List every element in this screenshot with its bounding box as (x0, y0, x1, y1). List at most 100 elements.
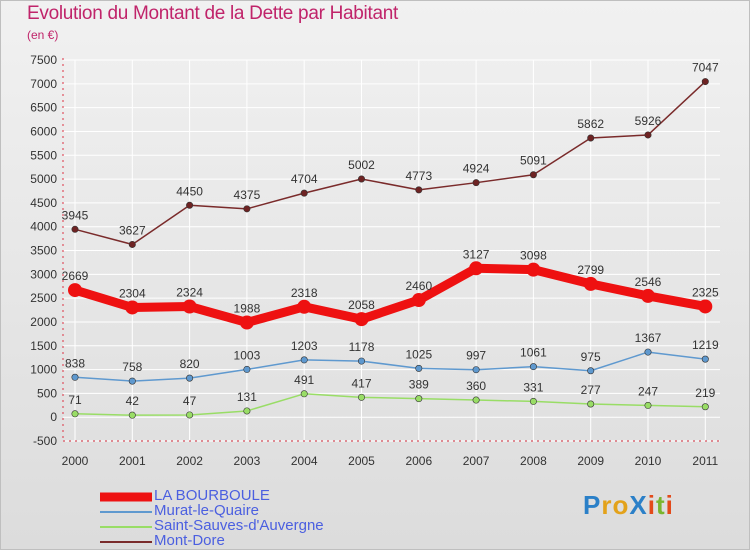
x-tick-label: 2006 (405, 454, 432, 468)
data-label: 758 (122, 360, 142, 374)
data-label: 1061 (520, 346, 547, 360)
legend-swatch (100, 511, 152, 513)
data-label: 47 (183, 394, 197, 408)
data-label: 4924 (463, 162, 490, 176)
data-point (583, 276, 598, 291)
data-point (472, 179, 480, 187)
data-point (415, 186, 423, 194)
data-point (128, 377, 136, 385)
logo-letter: i (647, 490, 656, 520)
logo-letter: X (629, 490, 648, 520)
data-point (300, 356, 308, 364)
data-point (641, 288, 655, 303)
y-tick-label: 3000 (30, 267, 57, 281)
data-point (644, 131, 652, 139)
data-point (701, 403, 709, 411)
series-line (73, 263, 707, 328)
data-label: 71 (68, 393, 82, 407)
data-label: 1025 (405, 347, 432, 361)
legend-label: Saint-Sauves-d'Auvergne (154, 517, 324, 534)
series-saint-sauves-d-auvergne: 71 42 47 131 491 417 389 360 331 277 247 219 (68, 373, 716, 419)
x-tick-label: 2001 (119, 454, 146, 468)
series-line (74, 351, 706, 382)
data-point (469, 261, 484, 276)
data-label: 389 (409, 378, 429, 392)
legend-swatch (100, 492, 152, 502)
y-tick-label: 5500 (30, 148, 57, 162)
data-label: 360 (466, 379, 486, 393)
data-label: 5091 (520, 154, 547, 168)
x-tick-label: 2000 (62, 454, 89, 468)
data-label: 331 (523, 380, 543, 394)
data-label: 2304 (119, 286, 146, 300)
data-label: 838 (65, 356, 85, 370)
legend-label: Mont-Dore (154, 532, 225, 549)
data-point (701, 78, 709, 86)
proxiti-logo: ProXiti (583, 490, 674, 521)
data-point (300, 390, 308, 398)
data-label: 3627 (119, 223, 146, 237)
x-tick-label: 2002 (176, 454, 203, 468)
y-tick-label: 1000 (30, 363, 57, 377)
y-tick-label: 5000 (30, 172, 57, 186)
data-point (415, 395, 423, 403)
data-label: 491 (294, 373, 314, 387)
grid-lines (63, 59, 720, 442)
y-tick-label: 2000 (30, 315, 57, 329)
data-label: 1203 (291, 339, 318, 353)
data-point (529, 171, 537, 179)
data-label: 131 (237, 390, 257, 404)
data-point (354, 312, 369, 327)
data-point (472, 366, 480, 374)
data-label: 4375 (234, 188, 261, 202)
logo-letter: P (583, 490, 602, 520)
data-label: 2318 (291, 286, 318, 300)
y-tick-label: 2500 (30, 291, 57, 305)
data-point (587, 134, 595, 142)
data-label: 1003 (234, 348, 261, 362)
data-point (186, 201, 194, 209)
series-mont-dore: 3945 3627 4450 4375 4704 5002 4773 4924 5091 5862… (62, 61, 719, 248)
data-label: 5002 (348, 158, 375, 172)
data-point (529, 363, 537, 371)
chart-title: Evolution du Montant de la Dette par Hab… (27, 3, 398, 24)
data-label: 247 (638, 384, 658, 398)
y-tick-label: -500 (33, 434, 57, 448)
y-tick-label: 6000 (30, 124, 57, 138)
x-tick-label: 2005 (348, 454, 375, 468)
data-label: 1178 (349, 340, 375, 354)
data-label: 2546 (635, 275, 662, 289)
data-point (300, 189, 308, 197)
x-tick-label: 2004 (291, 454, 318, 468)
data-point (698, 299, 713, 314)
data-point (526, 262, 541, 277)
x-tick-label: 2011 (692, 454, 718, 468)
data-label: 1988 (234, 302, 261, 316)
legend-label: Murat-le-Quaire (154, 502, 260, 519)
data-point (529, 397, 537, 405)
x-tick-label: 2008 (520, 454, 547, 468)
data-label: 2669 (62, 269, 89, 283)
data-label: 3127 (463, 247, 490, 261)
logo-letter: i (665, 490, 674, 520)
series-la-bourboule: 2669 2304 2324 1988 2318 2058 2460 3127 3098 2799… (62, 247, 719, 330)
data-point (243, 205, 251, 213)
data-point (411, 293, 426, 308)
data-label: 42 (126, 394, 140, 408)
data-point (186, 374, 194, 382)
data-point (125, 300, 140, 315)
data-label: 5926 (635, 114, 662, 128)
data-point (297, 299, 312, 314)
legend-swatch (100, 526, 152, 528)
data-label: 975 (581, 350, 601, 364)
data-point (71, 225, 79, 233)
data-label: 1219 (692, 338, 719, 352)
data-label: 2799 (577, 263, 604, 277)
series-line (74, 81, 706, 246)
data-point (357, 393, 365, 401)
data-label: 997 (466, 349, 486, 363)
data-point (128, 411, 136, 419)
data-label: 2324 (176, 286, 203, 300)
data-point (701, 355, 709, 363)
